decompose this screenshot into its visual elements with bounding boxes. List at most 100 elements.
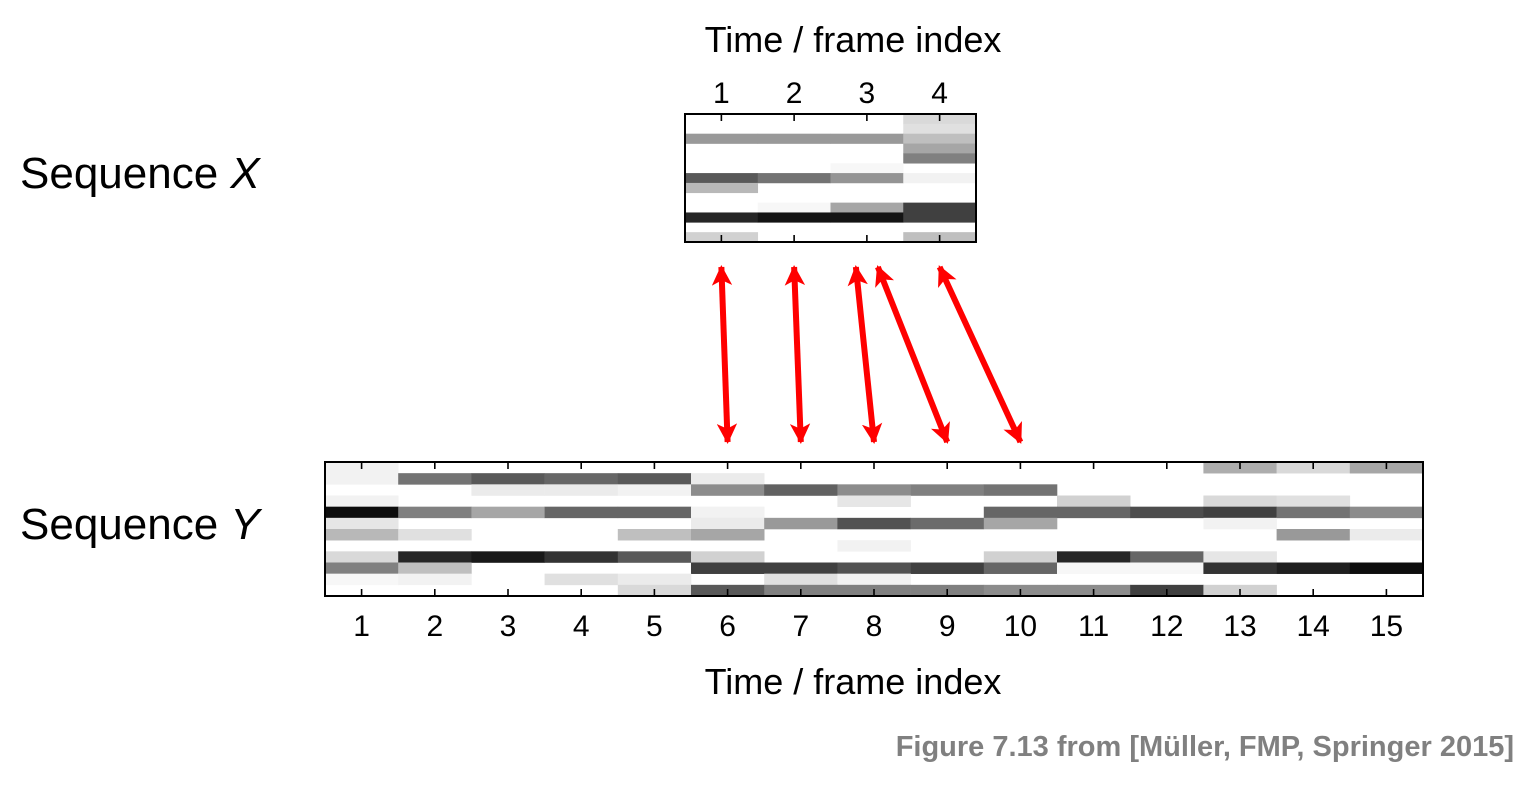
heatmap-cell bbox=[691, 484, 765, 496]
heatmap-cell bbox=[1057, 495, 1131, 507]
heatmap-cell bbox=[325, 551, 399, 563]
sequence-y-ticks: 1 2 3 4 5 6 7 8 9 10 11 12 13 14 15 bbox=[353, 462, 1403, 643]
tick-label: 4 bbox=[573, 610, 590, 643]
tick-label: 11 bbox=[1078, 610, 1109, 643]
heatmap-cell bbox=[1203, 551, 1277, 563]
heatmap-cell bbox=[325, 473, 399, 485]
heatmap-cell bbox=[471, 484, 545, 496]
heatmap-cell bbox=[617, 473, 692, 485]
heatmap-cell bbox=[1057, 506, 1131, 519]
heatmap-cell bbox=[903, 173, 977, 184]
heatmap-cell bbox=[685, 173, 759, 184]
heatmap-cell bbox=[1276, 529, 1351, 541]
heatmap-cell bbox=[837, 562, 911, 574]
alignment-arrow bbox=[784, 264, 811, 445]
sequence-x-heatmap bbox=[685, 114, 977, 243]
heatmap-cell bbox=[903, 153, 977, 164]
heatmap-cell bbox=[830, 133, 904, 144]
tick-label: 10 bbox=[1004, 610, 1037, 643]
heatmap-cell bbox=[910, 484, 985, 496]
heatmap-cell bbox=[691, 473, 765, 485]
heatmap-cell bbox=[544, 484, 619, 496]
tick-label: 2 bbox=[786, 77, 803, 110]
heatmap-cell bbox=[910, 562, 985, 574]
heatmap-cell bbox=[903, 133, 977, 144]
heatmap-cell bbox=[837, 517, 911, 530]
heatmap-cell bbox=[544, 506, 619, 519]
heatmap-cell bbox=[544, 473, 619, 485]
tick-label: 4 bbox=[931, 77, 948, 110]
heatmap-cell bbox=[471, 473, 545, 485]
heatmap-cell bbox=[398, 551, 472, 563]
heatmap-cell bbox=[691, 551, 765, 563]
heatmap-cell bbox=[685, 212, 759, 223]
heatmap-cell bbox=[830, 212, 904, 223]
heatmap-cell bbox=[471, 551, 545, 563]
tick-label: 13 bbox=[1223, 610, 1256, 643]
heatmap-cell bbox=[903, 143, 977, 154]
heatmap-cell bbox=[1130, 551, 1204, 563]
sequence-y-heatmap bbox=[325, 462, 1424, 597]
heatmap-cell bbox=[617, 506, 692, 519]
heatmap-cell bbox=[398, 573, 472, 586]
heatmap-cell bbox=[764, 484, 838, 496]
heatmap-cell bbox=[1276, 562, 1351, 574]
heatmap-cell bbox=[837, 540, 911, 552]
heatmap-cell bbox=[1276, 506, 1351, 519]
heatmap-cell bbox=[1203, 517, 1277, 530]
tick-label: 2 bbox=[426, 610, 443, 643]
heatmap-cell bbox=[837, 573, 911, 586]
heatmap-cell bbox=[1203, 562, 1277, 574]
tick-label: 7 bbox=[792, 610, 809, 643]
heatmap-cell bbox=[983, 517, 1058, 530]
heatmap-cell bbox=[544, 551, 619, 563]
heatmap-cell bbox=[617, 529, 692, 541]
heatmap-cell bbox=[1203, 495, 1277, 507]
heatmap-cell bbox=[544, 573, 619, 586]
bottom-axis-title: Time / frame index bbox=[704, 661, 1002, 702]
alignment-arrow bbox=[711, 264, 738, 445]
sequence-x-label: Sequence X bbox=[20, 152, 260, 196]
heatmap-cell bbox=[325, 517, 399, 530]
heatmap-cell bbox=[830, 202, 904, 213]
heatmap-cell bbox=[903, 123, 977, 134]
tick-label: 1 bbox=[353, 610, 370, 643]
sequence-x-ticks: 1 2 3 4 bbox=[713, 77, 948, 242]
heatmap-cell bbox=[325, 506, 399, 519]
heatmap-cell bbox=[757, 212, 831, 223]
alignment-arrow bbox=[847, 264, 883, 445]
heatmap-cell bbox=[1130, 506, 1204, 519]
tick-label: 6 bbox=[719, 610, 736, 643]
tick-label: 9 bbox=[939, 610, 956, 643]
alignment-arrow bbox=[875, 265, 950, 444]
tick-label: 15 bbox=[1370, 610, 1403, 643]
heatmap-cell bbox=[1276, 495, 1351, 507]
heatmap-cell bbox=[1130, 562, 1204, 574]
heatmap-cell bbox=[398, 562, 472, 574]
heatmap-cell bbox=[325, 562, 399, 574]
heatmap-cell bbox=[1349, 506, 1424, 519]
sequence-y-word: Sequence bbox=[20, 500, 219, 549]
heatmap-cell bbox=[910, 517, 985, 530]
alignment-arrow bbox=[936, 265, 1024, 444]
heatmap-cell bbox=[830, 173, 904, 184]
alignment-arrows bbox=[711, 264, 1024, 445]
heatmap-cell bbox=[1349, 562, 1424, 574]
heatmap-cell bbox=[691, 529, 765, 541]
heatmap-cell bbox=[691, 562, 765, 574]
heatmap-cell bbox=[837, 484, 911, 496]
tick-label: 14 bbox=[1297, 610, 1330, 643]
heatmap-cell bbox=[325, 495, 399, 507]
top-axis-title: Time / frame index bbox=[704, 19, 1002, 60]
heatmap-cell bbox=[617, 573, 692, 586]
heatmap-cell bbox=[398, 473, 472, 485]
tick-label: 1 bbox=[713, 77, 730, 110]
heatmap-cell bbox=[764, 562, 838, 574]
tick-label: 8 bbox=[866, 610, 883, 643]
heatmap-cell bbox=[398, 529, 472, 541]
heatmap-cell bbox=[325, 529, 399, 541]
heatmap-cell bbox=[757, 133, 831, 144]
heatmap-cell bbox=[903, 212, 977, 223]
tick-label: 3 bbox=[500, 610, 517, 643]
